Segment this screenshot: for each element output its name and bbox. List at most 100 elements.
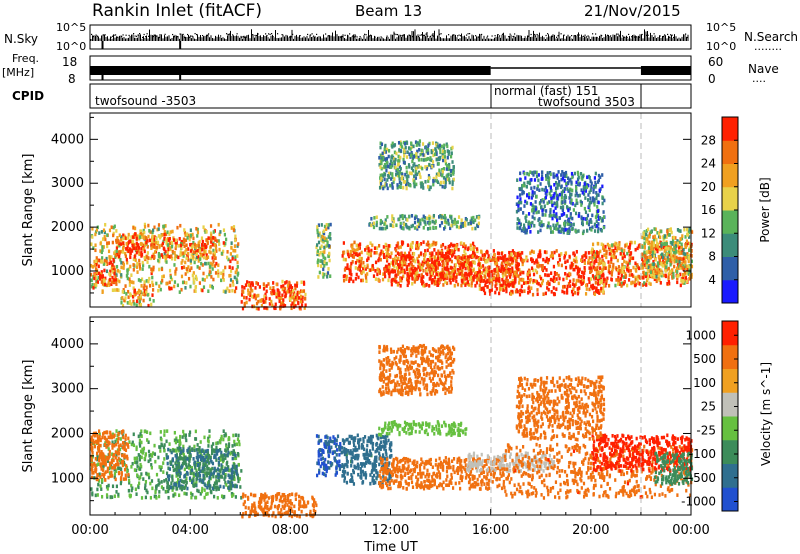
- data-cell: [610, 273, 613, 277]
- data-cell: [443, 143, 446, 148]
- data-cell: [629, 256, 633, 261]
- data-cell: [602, 210, 605, 214]
- data-cell: [358, 259, 361, 263]
- data-cell: [572, 278, 575, 282]
- nsearch-dot: [244, 36, 246, 38]
- data-cell: [167, 238, 170, 242]
- data-cell: [468, 272, 471, 277]
- data-cell: [281, 279, 284, 284]
- data-cell: [390, 177, 393, 181]
- data-cell: [249, 287, 253, 291]
- data-cell: [408, 171, 411, 175]
- data-cell: [452, 172, 455, 176]
- data-cell: [530, 177, 533, 182]
- data-cell: [519, 225, 522, 230]
- data-cell: [155, 245, 159, 250]
- data-cell: [426, 165, 429, 169]
- data-cell: [591, 242, 595, 247]
- data-cell: [579, 199, 582, 204]
- data-cell: [538, 222, 541, 226]
- data-cell: [143, 280, 146, 284]
- data-cell: [357, 267, 360, 271]
- data-cell: [429, 276, 432, 281]
- data-cell: [599, 261, 602, 266]
- data-cell: [150, 267, 153, 272]
- data-cell: [598, 275, 601, 279]
- data-cell: [391, 155, 395, 160]
- data-cell: [588, 280, 591, 284]
- data-cell: [422, 281, 425, 286]
- data-cell: [192, 236, 195, 241]
- data-cell: [593, 253, 597, 258]
- data-cell: [518, 277, 521, 282]
- cpid-segment-normal-fast: normal (fast) 151: [494, 84, 598, 98]
- data-cell: [101, 260, 104, 264]
- data-cell: [195, 226, 198, 231]
- data-cell: [531, 268, 535, 272]
- data-cell: [510, 252, 513, 256]
- data-cell: [677, 266, 680, 270]
- nsearch-dot: [328, 35, 330, 37]
- data-cell: [380, 161, 383, 166]
- data-cell: [450, 216, 453, 220]
- data-cell: [556, 218, 559, 223]
- nsearch-dot: [194, 33, 196, 35]
- data-cell: [382, 174, 385, 178]
- data-cell: [408, 152, 411, 157]
- data-cell: [611, 267, 614, 272]
- data-cell: [568, 279, 572, 284]
- data-cell: [135, 303, 138, 307]
- data-cell: [430, 266, 433, 270]
- data-cell: [316, 249, 320, 253]
- data-cell: [101, 277, 104, 282]
- data-cell: [135, 241, 138, 246]
- data-cell: [583, 266, 586, 270]
- nsearch-label: N.Search: [744, 30, 798, 44]
- data-cell: [592, 185, 596, 190]
- data-cell: [234, 248, 237, 253]
- data-cell: [688, 276, 691, 281]
- nsearch-dot: [536, 33, 538, 36]
- data-cell: [641, 266, 644, 270]
- data-cell: [447, 271, 451, 275]
- data-cell: [186, 251, 190, 256]
- data-cell: [386, 186, 389, 191]
- data-cell: [146, 239, 149, 243]
- data-cell: [115, 249, 118, 254]
- nsearch-dot: [686, 36, 688, 39]
- nsearch-dot: [560, 33, 562, 35]
- data-cell: [360, 278, 363, 283]
- data-cell: [488, 275, 491, 280]
- data-cell: [675, 259, 678, 263]
- data-cell: [139, 232, 143, 236]
- data-cell: [505, 265, 508, 269]
- data-cell: [115, 253, 118, 258]
- data-cell: [507, 262, 510, 266]
- data-cell: [511, 281, 514, 285]
- nsearch-dot: [110, 36, 112, 38]
- data-cell: [437, 260, 440, 265]
- data-cell: [140, 251, 143, 255]
- data-cell: [652, 243, 656, 247]
- data-cell: [212, 253, 215, 257]
- data-cell: [556, 203, 559, 208]
- data-cell: [682, 251, 685, 256]
- data-cell: [175, 267, 178, 271]
- data-cell: [186, 267, 189, 272]
- data-cell: [643, 236, 646, 241]
- data-cell: [431, 278, 434, 282]
- nsearch-dot: [386, 35, 388, 37]
- data-cell: [597, 217, 600, 221]
- data-cell: [444, 161, 448, 166]
- data-cell: [594, 215, 598, 219]
- data-cell: [581, 270, 584, 275]
- data-cell: [411, 270, 414, 275]
- data-cell: [664, 273, 667, 278]
- data-cell: [439, 274, 443, 279]
- data-cell: [431, 164, 434, 169]
- data-cell: [571, 292, 575, 297]
- data-cell: [271, 289, 274, 293]
- data-cell: [550, 290, 553, 294]
- data-cell: [451, 186, 454, 191]
- data-cell: [522, 270, 525, 275]
